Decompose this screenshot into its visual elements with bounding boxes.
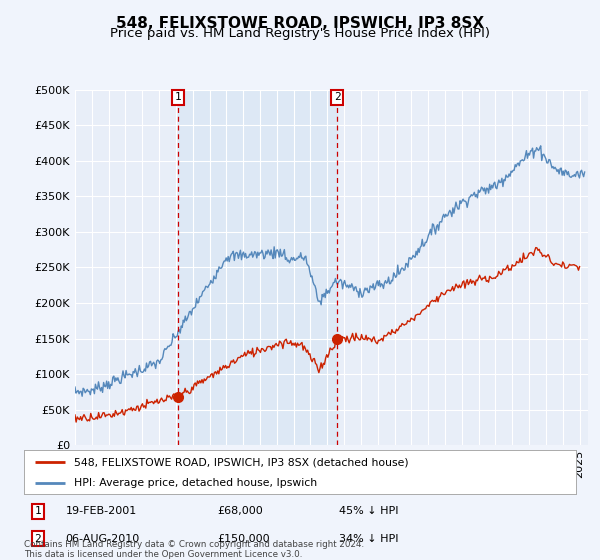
Text: 2: 2 [34,534,41,544]
Text: 06-AUG-2010: 06-AUG-2010 [65,534,140,544]
Bar [178,90,337,445]
Text: 1: 1 [34,506,41,516]
Text: £68,000: £68,000 [217,506,263,516]
Text: 548, FELIXSTOWE ROAD, IPSWICH, IP3 8SX: 548, FELIXSTOWE ROAD, IPSWICH, IP3 8SX [116,16,484,31]
Text: 19-FEB-2001: 19-FEB-2001 [65,506,137,516]
Text: £150,000: £150,000 [217,534,270,544]
Text: 2: 2 [334,92,341,102]
Text: 548, FELIXSTOWE ROAD, IPSWICH, IP3 8SX (detached house): 548, FELIXSTOWE ROAD, IPSWICH, IP3 8SX (… [74,458,409,468]
Text: Price paid vs. HM Land Registry's House Price Index (HPI): Price paid vs. HM Land Registry's House … [110,27,490,40]
Text: 1: 1 [175,92,181,102]
Text: 45% ↓ HPI: 45% ↓ HPI [338,506,398,516]
Text: HPI: Average price, detached house, Ipswich: HPI: Average price, detached house, Ipsw… [74,478,317,488]
Text: 34% ↓ HPI: 34% ↓ HPI [338,534,398,544]
Text: Contains HM Land Registry data © Crown copyright and database right 2024.
This d: Contains HM Land Registry data © Crown c… [24,540,364,559]
